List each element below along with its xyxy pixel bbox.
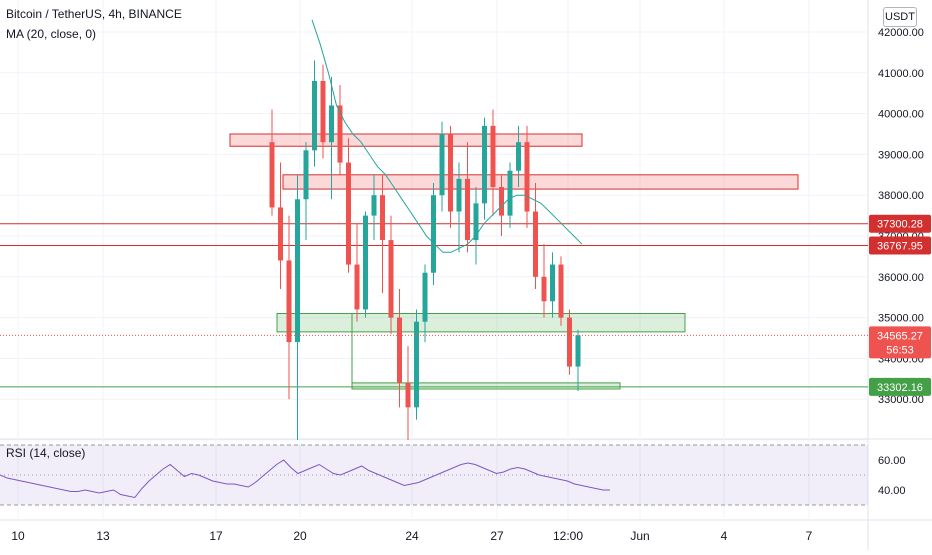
level-price-tag [869,236,931,255]
price-tick-label: 39000.00 [878,149,924,161]
candle-body [482,125,487,204]
rsi-tick-label: 40.00 [878,485,906,497]
time-tick-label: 10 [11,529,25,543]
level-price-label: 36767.95 [877,240,923,252]
support-zone[interactable] [276,313,686,333]
time-tick-label: 4 [721,529,728,543]
support-zone[interactable] [351,382,621,390]
currency-button[interactable]: USDT [883,7,917,27]
bar-countdown: 56:53 [886,344,914,356]
candle-body [397,317,402,383]
rsi-tick-label: 60.00 [878,455,906,467]
candle-body [363,215,368,310]
candle-body [439,134,445,196]
time-tick-label: 17 [209,529,223,543]
candle-body [507,170,513,216]
candle-body [533,211,538,277]
ma-legend[interactable]: MA (20, close, 0) [6,27,97,41]
candle-body [490,125,496,188]
candle-body [371,195,377,216]
candle-body [312,80,317,151]
level-price-label: 37300.28 [877,219,923,231]
candle-body [354,264,360,310]
candle-body [473,203,479,241]
candle-body [337,105,343,163]
candle-body [499,187,504,216]
candle-body [550,264,555,302]
candle-body [380,195,385,241]
ma-line [311,19,583,253]
time-tick-label: 7 [806,529,813,543]
symbol-legend[interactable]: Bitcoin / TetherUS, 4h, BINANCE [6,7,182,21]
rsi-band [0,445,868,505]
price-tick-label: 41000.00 [878,68,924,80]
candle-body [388,240,394,318]
price-tick-label: 38000.00 [878,190,924,202]
candle-body [567,317,572,367]
candle-body [269,142,275,208]
candle-body [422,272,428,322]
level-price-tag [869,377,931,396]
candle-body [516,142,521,171]
price-tick-label: 33000.00 [878,394,924,406]
candle-body [575,335,581,367]
candle-body [303,150,309,200]
time-tick-label: 24 [405,529,419,543]
time-tick-label: 27 [490,529,504,543]
candle-body [295,199,300,343]
price-tick-label: 35000.00 [878,313,924,325]
candle-body [320,80,326,143]
candle-body [278,207,283,261]
level-price-label: 33302.16 [877,382,923,394]
candle-body [329,105,334,143]
candle-body [558,264,564,318]
price-tick-label: 36000.00 [878,272,924,284]
candle-body [465,178,470,241]
candle-body [405,382,411,408]
candle-body [524,142,530,212]
resistance-zone[interactable] [282,174,799,190]
time-tick-label: Jun [630,529,649,543]
candle-body [431,195,436,273]
last-price-tag [869,326,931,359]
price-tick-label: 42000.00 [878,27,924,39]
candle-body [286,260,292,343]
time-tick-label: 13 [96,529,110,543]
time-tick-label: 20 [293,529,307,543]
candle-body [414,321,419,408]
candle-body [448,134,453,212]
level-price-tag [869,214,931,233]
last-price-label: 34565.27 [877,330,923,342]
rsi-legend[interactable]: RSI (14, close) [6,446,86,460]
price-tick-label: 40000.00 [878,109,924,121]
candle-body [346,162,351,265]
time-tick-label: 12:00 [553,529,583,543]
rsi-line [0,459,610,499]
candle-body [456,178,462,212]
candle-body [541,276,547,302]
